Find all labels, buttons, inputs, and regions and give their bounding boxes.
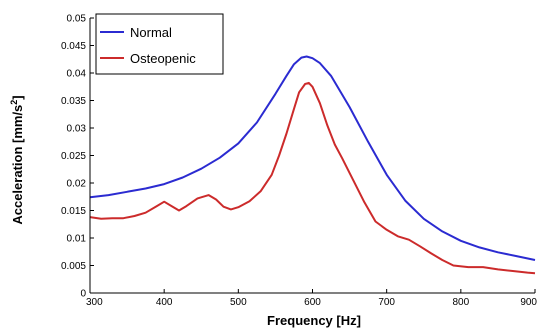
x-tick-label: 300 (86, 297, 103, 308)
y-tick-label: 0.035 (61, 96, 86, 107)
x-tick-label: 800 (452, 297, 469, 308)
legend: Normal Osteopenic (95, 13, 224, 75)
x-axis-label: Frequency [Hz] (267, 313, 361, 328)
x-tick-label: 400 (156, 297, 173, 308)
legend-label-normal: Normal (130, 25, 172, 40)
y-axis-label: Acceleration [mm/s2] (9, 95, 25, 224)
y-tick-label: 0 (80, 289, 86, 300)
legend-box (95, 13, 224, 75)
y-tick-label: 0.03 (67, 124, 87, 135)
y-tick-label: 0.01 (67, 234, 87, 245)
y-axis-label-end: ] (10, 95, 25, 99)
y-tick-label: 0.04 (67, 69, 87, 80)
y-tick-label: 0.005 (61, 261, 86, 272)
x-tick-label: 900 (520, 297, 537, 308)
series-line-normal (89, 55, 536, 261)
plot-area (89, 55, 536, 275)
x-tick-label: 500 (230, 297, 247, 308)
y-axis-label-superscript: 2 (9, 100, 19, 105)
axes: 0 0.005 0.01 0.015 0.02 0.025 0.03 0.035 0.04 0.0… (61, 14, 537, 309)
y-axis-label-main: Acceleration [mm/s (10, 105, 25, 225)
y-tick-label: 0.045 (61, 41, 86, 52)
legend-label-osteopenic: Osteopenic (130, 51, 196, 66)
series-line-osteopenic (89, 81, 536, 275)
y-tick-label: 0.02 (67, 179, 87, 190)
y-tick-label: 0.025 (61, 151, 86, 162)
x-tick-label: 700 (378, 297, 395, 308)
y-tick-label: 0.05 (67, 14, 87, 25)
x-tick-label: 600 (304, 297, 321, 308)
y-tick-label: 0.015 (61, 206, 86, 217)
